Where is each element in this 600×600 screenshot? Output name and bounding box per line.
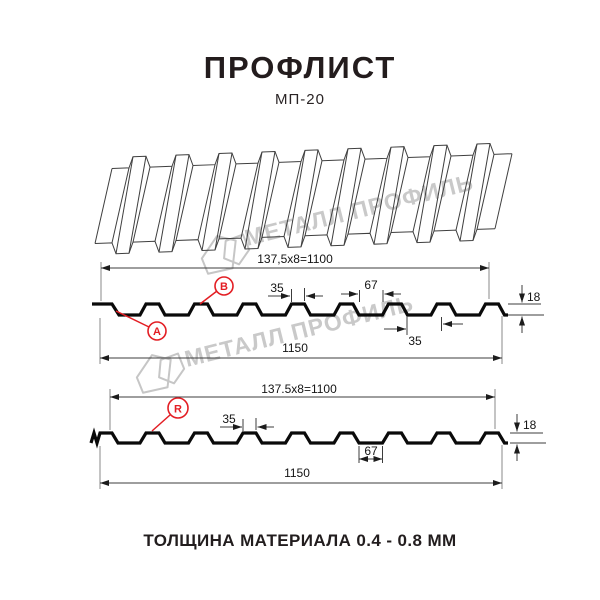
variant-r-badge: [167, 397, 189, 419]
dim-working-width-label: 137,5x8=1100: [257, 252, 333, 266]
watermark-brand-text: МЕТАЛЛ ПРОФИЛЬ: [182, 290, 416, 372]
metall-profil-logo-icon: [200, 233, 251, 275]
material-thickness-note: ТОЛЩИНА МАТЕРИАЛА 0.4 - 0.8 ММ: [143, 531, 457, 550]
variant-b-letter: B: [220, 281, 228, 293]
metall-profil-logo-icon: [135, 352, 186, 394]
dim-working-width-label: 137.5x8=1100: [261, 382, 337, 396]
leader-line-r: [151, 414, 171, 432]
cross-section-r: 137.5x8=1100 1150 35 67 18 R: [89, 382, 546, 489]
brand-watermark: МЕТАЛЛ ПРОФИЛЬ: [200, 169, 476, 275]
variant-b-badge: [214, 276, 234, 296]
sheet-3d-view: [94, 143, 513, 255]
leader-line-b: [199, 290, 218, 305]
dim-rib-top-label: 35: [222, 412, 236, 426]
profile-model: МП-20: [275, 91, 325, 108]
dim-valley-label: 67: [364, 278, 378, 292]
dim-overall-width-label: 1150: [282, 341, 308, 355]
leader-line-a: [115, 310, 150, 328]
dim-height-label: 18: [523, 418, 537, 432]
dim-overall-width-label: 1150: [284, 466, 310, 480]
profile-outline-r: [89, 427, 508, 449]
profile-outline-b: [92, 302, 508, 317]
variant-a-letter: A: [153, 326, 161, 338]
dim-valley-label: 67: [364, 444, 378, 458]
variant-r-letter: R: [174, 404, 182, 416]
dim-rib-top-label: 35: [270, 281, 284, 295]
dim-height-label: 18: [527, 290, 541, 304]
cross-section-b: 137,5x8=1100 1150 35 67 18: [92, 252, 544, 364]
page-title: ПРОФЛИСТ: [203, 50, 397, 85]
dim-rib-base-label: 35: [408, 334, 422, 348]
variant-a-badge: [147, 321, 167, 341]
brand-watermark: МЕТАЛЛ ПРОФИЛЬ: [135, 290, 416, 394]
